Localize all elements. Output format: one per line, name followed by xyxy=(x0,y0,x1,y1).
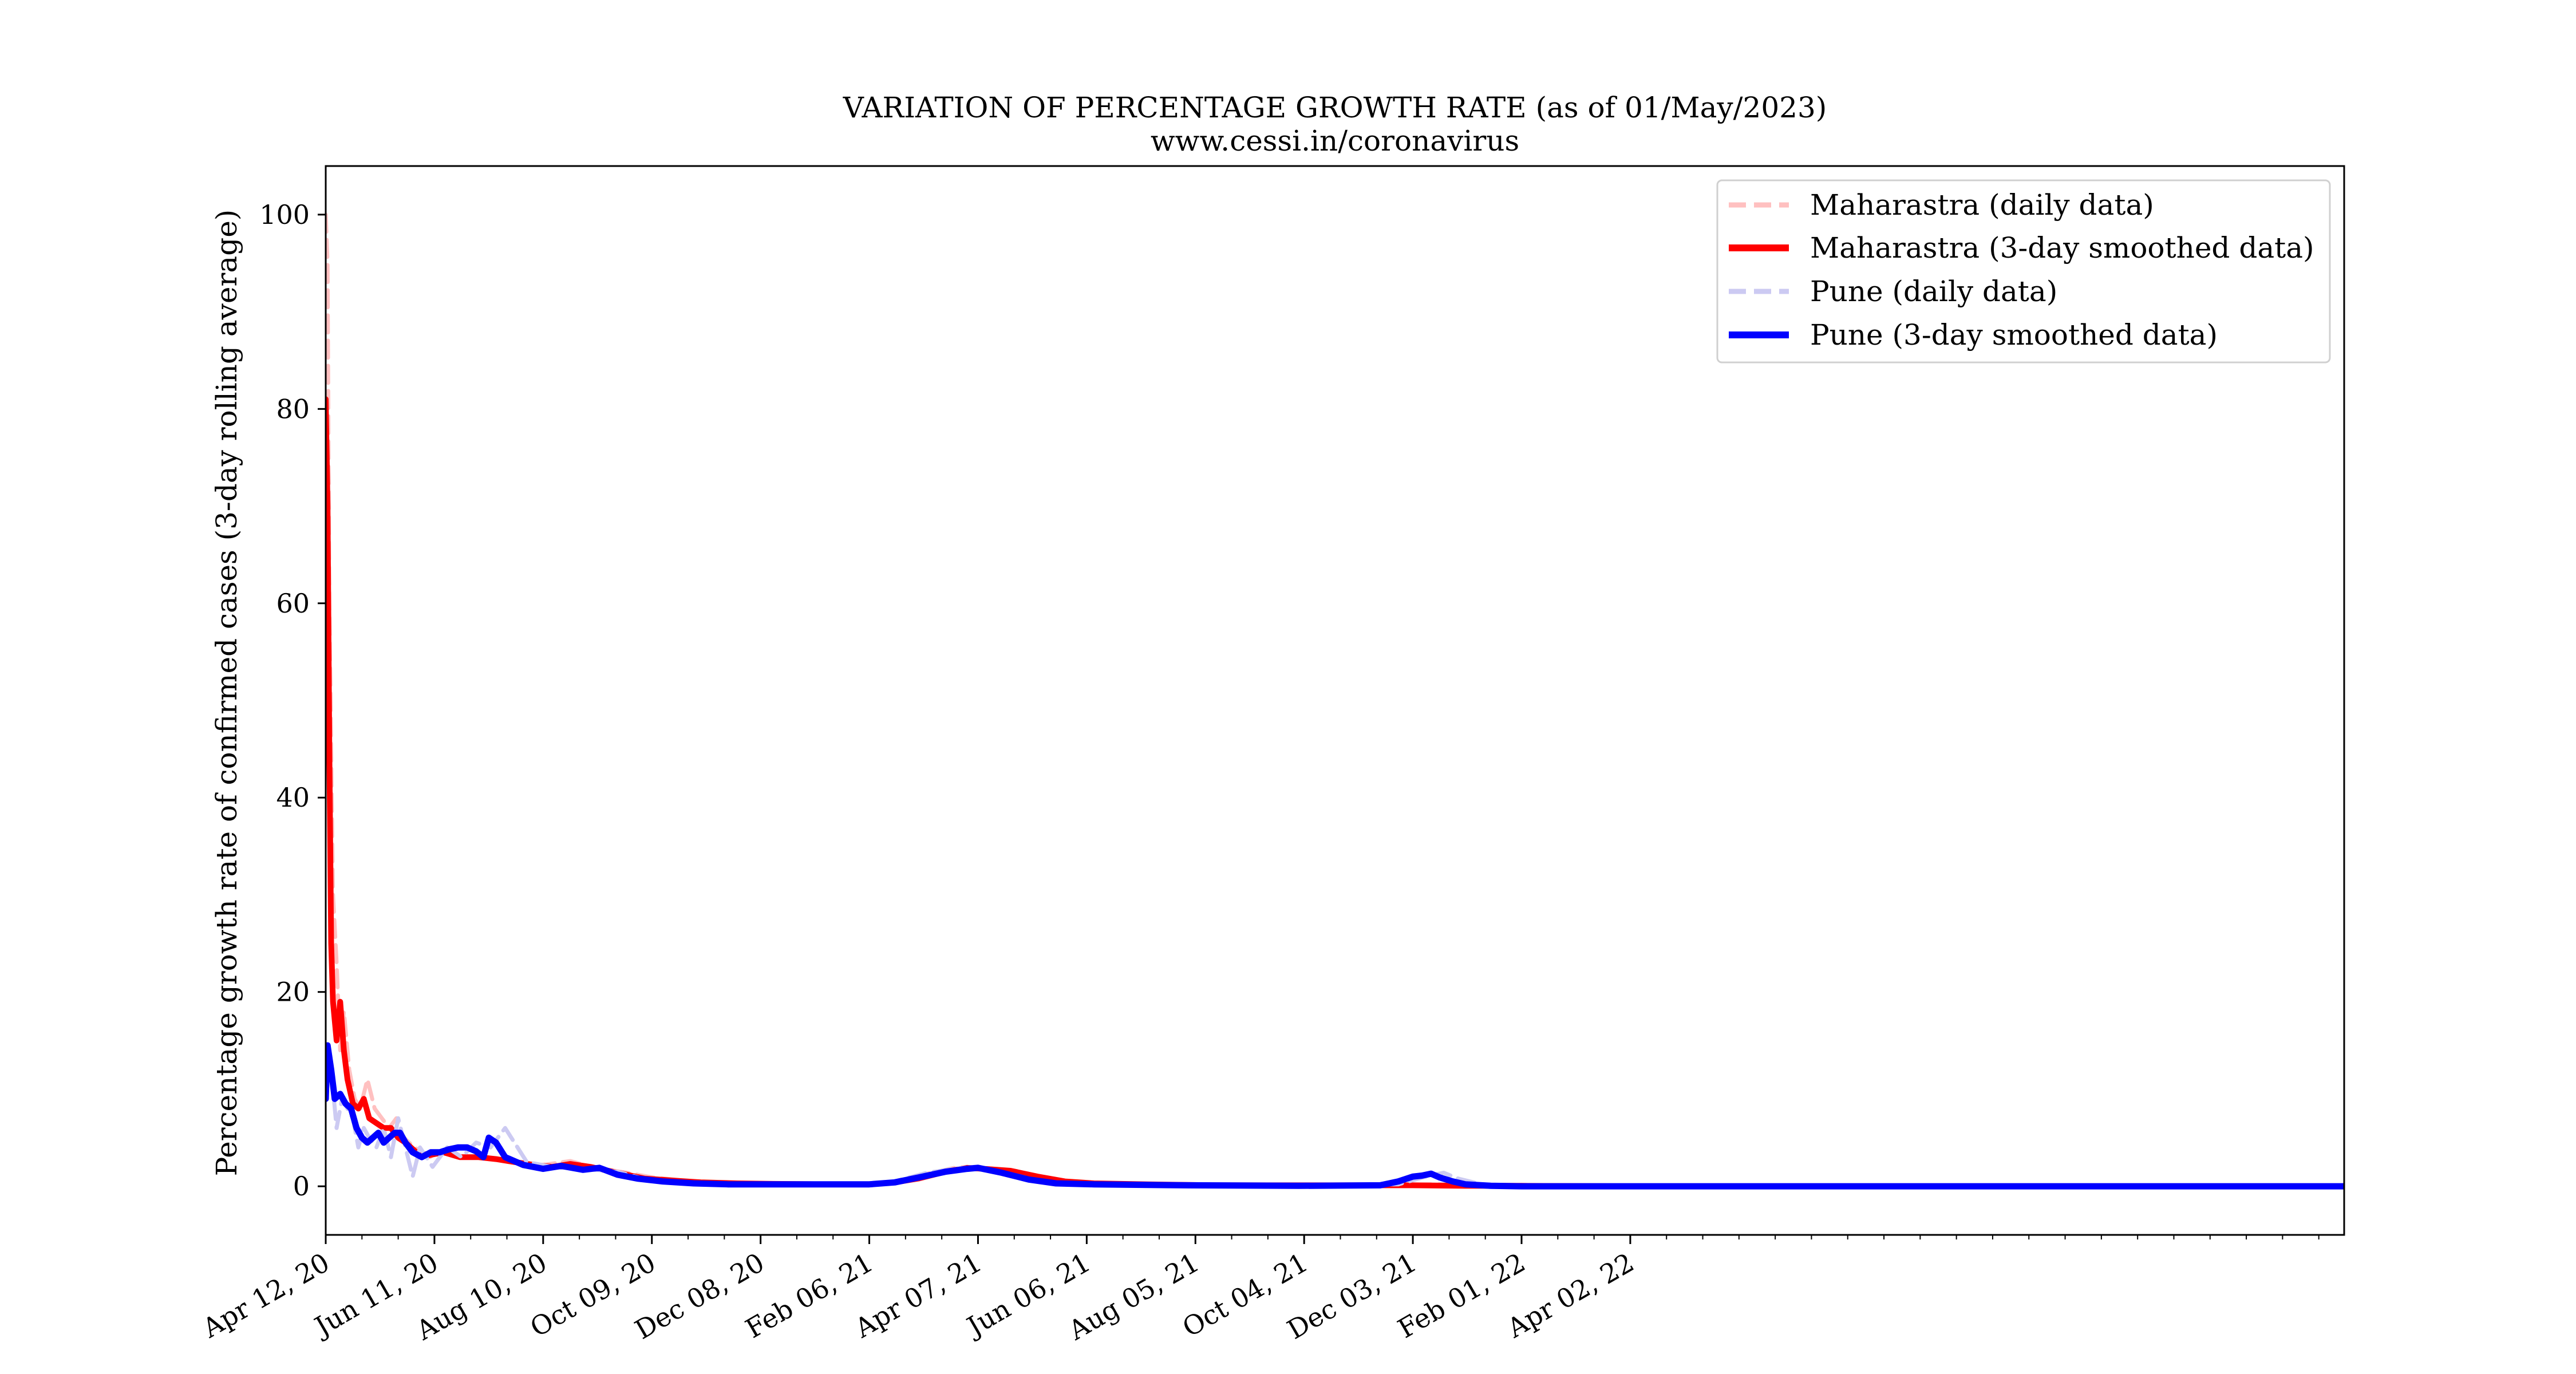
legend-box xyxy=(1716,179,2331,364)
y-tick-label: 60 xyxy=(276,588,310,619)
y-axis: 0 20 40 60 80 100 xyxy=(259,199,326,1202)
y-tick-label: 100 xyxy=(259,199,310,230)
y-tick-label: 20 xyxy=(276,977,310,1008)
legend-label-maharastra-smoothed: Maharastra (3-day smoothed data) xyxy=(1810,231,2314,264)
y-tick-label: 40 xyxy=(276,782,310,813)
y-tick-label: 80 xyxy=(276,393,310,424)
y-axis-label: Percentage growth rate of confirmed case… xyxy=(210,210,243,1176)
legend: Maharastra (daily data) Maharastra (3-da… xyxy=(1716,179,2331,364)
legend-label-pune-smoothed: Pune (3-day smoothed data) xyxy=(1810,318,2218,352)
legend-label-pune-daily: Pune (daily data) xyxy=(1810,275,2057,308)
chart-subtitle: www.cessi.in/coronavirus xyxy=(1151,124,1519,157)
legend-label-maharastra-daily: Maharastra (daily data) xyxy=(1810,188,2154,222)
series-layer xyxy=(326,212,2344,1190)
series-line-2 xyxy=(326,1048,1633,1189)
y-tick-label: 0 xyxy=(293,1171,310,1202)
plot-frame xyxy=(325,165,2345,1236)
chart-title: VARIATION OF PERCENTAGE GROWTH RATE (as … xyxy=(843,91,1827,124)
series-line-3 xyxy=(326,1042,2344,1190)
